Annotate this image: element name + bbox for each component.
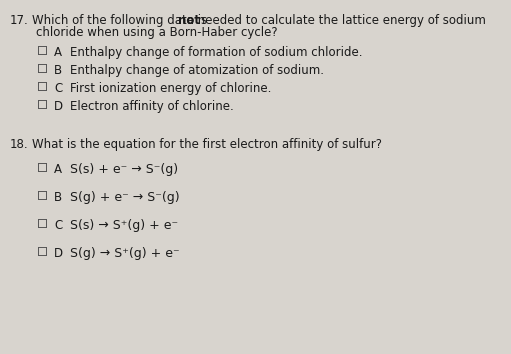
Text: A: A — [54, 46, 62, 59]
Text: What is the equation for the first electron affinity of sulfur?: What is the equation for the first elect… — [32, 138, 382, 151]
Text: D: D — [54, 100, 63, 113]
Text: C: C — [54, 82, 62, 95]
Text: 18.: 18. — [10, 138, 29, 151]
Text: B: B — [54, 191, 62, 204]
Text: Enthalpy change of atomization of sodium.: Enthalpy change of atomization of sodium… — [70, 64, 324, 77]
Text: B: B — [54, 64, 62, 77]
Text: needed to calculate the lattice energy of sodium: needed to calculate the lattice energy o… — [194, 14, 486, 27]
Text: Enthalpy change of formation of sodium chloride.: Enthalpy change of formation of sodium c… — [70, 46, 362, 59]
Text: A: A — [54, 163, 62, 176]
Text: S(g) + e⁻ → S⁻(g): S(g) + e⁻ → S⁻(g) — [70, 191, 180, 204]
Text: C: C — [54, 219, 62, 232]
Text: chloride when using a Born-Haber cycle?: chloride when using a Born-Haber cycle? — [36, 26, 277, 39]
Text: not: not — [178, 14, 200, 27]
Text: Electron affinity of chlorine.: Electron affinity of chlorine. — [70, 100, 234, 113]
Text: Which of the following data is: Which of the following data is — [32, 14, 211, 27]
Text: D: D — [54, 247, 63, 260]
Text: S(s) + e⁻ → S⁻(g): S(s) + e⁻ → S⁻(g) — [70, 163, 178, 176]
Text: 17.: 17. — [10, 14, 29, 27]
Text: S(s) → S⁺(g) + e⁻: S(s) → S⁺(g) + e⁻ — [70, 219, 178, 232]
Text: S(g) → S⁺(g) + e⁻: S(g) → S⁺(g) + e⁻ — [70, 247, 180, 260]
Text: First ionization energy of chlorine.: First ionization energy of chlorine. — [70, 82, 271, 95]
